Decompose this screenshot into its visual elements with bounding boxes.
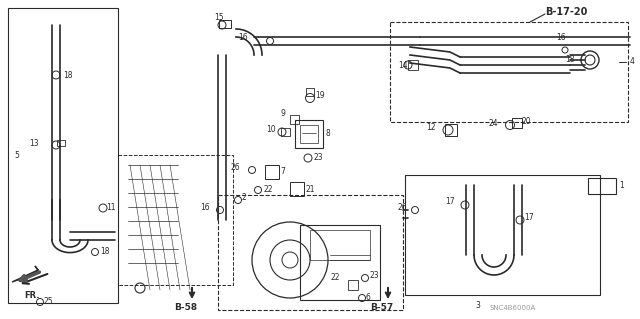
Bar: [306, 88, 314, 96]
Text: 13: 13: [29, 138, 39, 147]
Bar: [348, 280, 358, 290]
Text: FR.: FR.: [24, 291, 40, 300]
Text: 8: 8: [325, 129, 330, 137]
Bar: [290, 182, 304, 196]
Text: 22: 22: [263, 186, 273, 195]
Text: 23: 23: [314, 153, 324, 162]
Text: 26: 26: [230, 164, 240, 173]
Text: 20: 20: [522, 117, 532, 127]
Text: 5: 5: [14, 151, 19, 160]
Text: 10: 10: [266, 125, 276, 135]
Text: 11: 11: [106, 204, 115, 212]
Bar: [300, 225, 380, 300]
Bar: [300, 125, 318, 143]
Text: B-17-20: B-17-20: [545, 7, 588, 17]
Text: 16: 16: [200, 204, 210, 212]
Text: 7: 7: [280, 167, 285, 175]
Text: 15: 15: [214, 13, 223, 23]
Bar: [219, 20, 231, 28]
Text: 17: 17: [524, 213, 534, 222]
Text: 18: 18: [100, 248, 109, 256]
Bar: [310, 230, 370, 260]
Bar: [118, 155, 233, 285]
Bar: [218, 195, 403, 310]
Text: 22: 22: [330, 273, 340, 283]
Bar: [8, 8, 118, 303]
Text: 12: 12: [426, 123, 436, 132]
Polygon shape: [12, 266, 38, 282]
Text: 25: 25: [44, 298, 54, 307]
Text: 26: 26: [397, 203, 407, 211]
Text: 4: 4: [630, 57, 635, 66]
Text: B-57: B-57: [370, 303, 393, 313]
Bar: [390, 22, 628, 122]
Text: 21: 21: [305, 184, 314, 194]
Bar: [405, 175, 600, 295]
Text: 3: 3: [475, 300, 480, 309]
Bar: [445, 124, 457, 136]
Bar: [57, 140, 65, 146]
Bar: [512, 118, 522, 128]
Text: B-58: B-58: [174, 303, 197, 313]
Text: 18: 18: [565, 56, 575, 64]
Bar: [290, 115, 299, 124]
Text: 16: 16: [238, 33, 248, 42]
Text: 18: 18: [63, 70, 72, 79]
Text: 6: 6: [366, 293, 371, 301]
Bar: [408, 60, 418, 70]
Bar: [265, 165, 279, 179]
Bar: [588, 178, 616, 194]
Text: SNC4B6000A: SNC4B6000A: [490, 305, 536, 311]
Text: 16: 16: [556, 33, 566, 42]
Bar: [281, 128, 290, 136]
Text: 14: 14: [398, 61, 408, 70]
Text: 2: 2: [242, 194, 247, 203]
Text: 17: 17: [445, 197, 455, 206]
Text: 19: 19: [315, 92, 324, 100]
Text: 9: 9: [280, 108, 285, 117]
Text: 1: 1: [619, 182, 624, 190]
Text: 24: 24: [488, 118, 498, 128]
Bar: [295, 120, 323, 148]
Text: 23: 23: [369, 271, 379, 280]
